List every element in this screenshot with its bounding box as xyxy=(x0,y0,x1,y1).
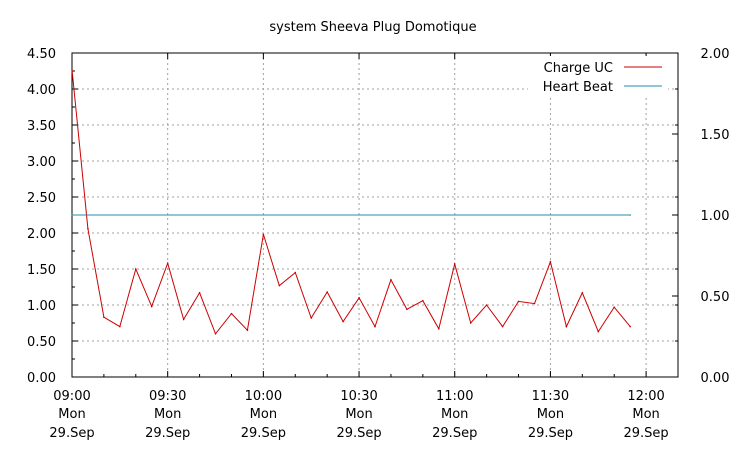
x-tick-day-1: Mon xyxy=(154,407,181,422)
data-point-charge-uc-20 xyxy=(390,279,392,281)
x-tick-time-0: 09:00 xyxy=(53,389,90,404)
legend-label-charge-uc: Charge UC xyxy=(544,61,613,76)
x-tick-day-3: Mon xyxy=(345,407,372,422)
data-point-charge-uc-27 xyxy=(501,325,504,328)
data-point-charge-uc-28 xyxy=(517,300,520,303)
y-left-tick-label-2: 1.00 xyxy=(27,299,56,314)
y-left-tick-label-6: 3.00 xyxy=(27,155,56,170)
data-point-charge-uc-23 xyxy=(437,327,440,330)
x-tick-day-4: Mon xyxy=(441,407,468,422)
data-point-charge-uc-30 xyxy=(549,261,552,263)
x-tick-date-0: 29.Sep xyxy=(49,426,94,441)
data-point-charge-uc-26 xyxy=(485,304,488,306)
data-point-charge-uc-2 xyxy=(103,316,105,319)
data-point-charge-uc-14 xyxy=(294,271,297,274)
data-point-charge-uc-18 xyxy=(358,297,360,299)
data-point-charge-uc-0 xyxy=(71,68,73,71)
data-point-charge-uc-6 xyxy=(166,262,169,265)
y-left-tick-label-5: 2.50 xyxy=(27,191,56,206)
x-tick-time-2: 10:00 xyxy=(245,389,282,404)
x-tick-date-6: 29.Sep xyxy=(624,426,669,441)
data-point-charge-uc-19 xyxy=(374,325,376,328)
y-right-tick-label-2: 1.00 xyxy=(701,209,730,224)
x-tick-date-1: 29.Sep xyxy=(145,426,190,441)
y-left-tick-label-1: 0.50 xyxy=(27,335,56,350)
data-point-charge-uc-17 xyxy=(342,320,344,323)
data-point-charge-uc-31 xyxy=(565,325,568,328)
data-point-charge-uc-25 xyxy=(469,322,472,324)
x-tick-day-5: Mon xyxy=(537,407,564,422)
y-left-tick-label-3: 1.50 xyxy=(27,263,56,278)
data-point-charge-uc-32 xyxy=(581,291,584,294)
data-point-charge-uc-7 xyxy=(182,318,185,321)
y-left-tick-label-0: 0.00 xyxy=(27,371,56,386)
y-left-tick-label-9: 4.50 xyxy=(27,47,56,62)
x-tick-time-3: 10:30 xyxy=(340,389,377,404)
data-point-charge-uc-9 xyxy=(214,333,217,335)
series-layer xyxy=(71,68,631,335)
data-point-charge-uc-12 xyxy=(262,233,265,236)
data-point-charge-uc-4 xyxy=(134,268,137,270)
y-right-tick-label-3: 1.50 xyxy=(701,128,730,143)
x-tick-day-0: Mon xyxy=(58,407,85,422)
legend-background xyxy=(528,56,668,96)
data-point-charge-uc-8 xyxy=(198,291,201,294)
x-tick-date-5: 29.Sep xyxy=(528,426,573,441)
data-point-charge-uc-22 xyxy=(422,299,424,302)
x-tick-date-3: 29.Sep xyxy=(336,426,381,441)
data-point-charge-uc-15 xyxy=(310,317,313,319)
y-right-tick-label-0: 0.00 xyxy=(701,371,730,386)
x-tick-date-2: 29.Sep xyxy=(241,426,286,441)
data-point-charge-uc-35 xyxy=(629,325,631,328)
data-point-charge-uc-10 xyxy=(230,312,233,315)
data-point-charge-uc-21 xyxy=(406,308,408,311)
axes: 0.00 0.50 1.00 1.50 2.00 2.50 3.00 3.50 4.00 4.50… xyxy=(27,47,729,441)
legend-label-heart-beat: Heart Beat xyxy=(543,80,613,95)
data-point-heart-beat-1 xyxy=(629,214,631,216)
y-right-tick-label-1: 0.50 xyxy=(701,290,730,305)
data-point-charge-uc-3 xyxy=(119,325,121,328)
data-point-charge-uc-29 xyxy=(533,302,536,305)
data-point-heart-beat-0 xyxy=(71,214,73,216)
y-right-tick-label-4: 2.00 xyxy=(701,47,730,62)
data-point-charge-uc-13 xyxy=(278,284,281,287)
y-left-tick-label-7: 3.50 xyxy=(27,119,56,134)
data-point-charge-uc-11 xyxy=(246,329,249,332)
data-point-charge-uc-16 xyxy=(326,291,328,293)
series-line-charge-uc xyxy=(71,69,631,335)
x-tick-time-5: 11:30 xyxy=(532,389,569,404)
x-tick-day-2: Mon xyxy=(250,407,277,422)
x-tick-time-1: 09:30 xyxy=(149,389,186,404)
data-point-charge-uc-33 xyxy=(597,330,600,333)
x-tick-time-6: 12:00 xyxy=(627,389,664,404)
y-left-tick-label-8: 4.00 xyxy=(27,83,56,98)
legend: Charge UC Heart Beat xyxy=(528,56,668,96)
data-point-charge-uc-34 xyxy=(613,306,616,308)
data-point-charge-uc-1 xyxy=(87,227,89,230)
data-point-charge-uc-5 xyxy=(150,305,153,308)
y-left-tick-label-4: 2.00 xyxy=(27,227,56,242)
x-tick-time-4: 11:00 xyxy=(436,389,473,404)
chart-title: system Sheeva Plug Domotique xyxy=(269,20,476,35)
x-tick-date-4: 29.Sep xyxy=(432,426,477,441)
x-tick-day-6: Mon xyxy=(632,407,659,422)
data-point-charge-uc-24 xyxy=(453,263,456,265)
